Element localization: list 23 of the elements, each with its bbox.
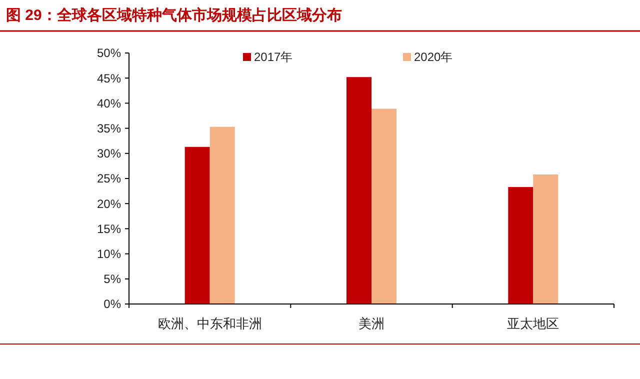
y-tick-label: 25% — [96, 172, 122, 186]
y-tick-label: 50% — [96, 46, 122, 60]
y-tick-label: 45% — [96, 71, 122, 86]
y-tick-label: 15% — [96, 222, 122, 236]
x-tick-label: 亚太地区 — [507, 316, 560, 331]
x-tick-label: 欧洲、中东和非洲 — [158, 316, 262, 331]
bar — [210, 126, 235, 304]
y-tick-label: 20% — [96, 196, 122, 211]
y-tick-label: 30% — [96, 146, 122, 161]
bar — [372, 108, 396, 304]
y-tick-label: 0% — [104, 297, 122, 312]
x-tick-label: 美洲 — [358, 316, 384, 331]
y-tick-label: 35% — [96, 122, 122, 136]
bar — [533, 174, 558, 304]
y-tick-label: 5% — [104, 272, 122, 286]
legend-label: 2020年 — [414, 50, 453, 64]
y-tick-label: 40% — [96, 96, 122, 110]
bar — [346, 77, 372, 304]
chart-title: 图 29：全球各区域特种气体市场规模占比区域分布 — [6, 6, 342, 24]
bar — [184, 146, 210, 304]
bar — [508, 187, 534, 304]
y-tick-label: 10% — [96, 247, 122, 261]
legend-label: 2017年 — [254, 50, 293, 64]
